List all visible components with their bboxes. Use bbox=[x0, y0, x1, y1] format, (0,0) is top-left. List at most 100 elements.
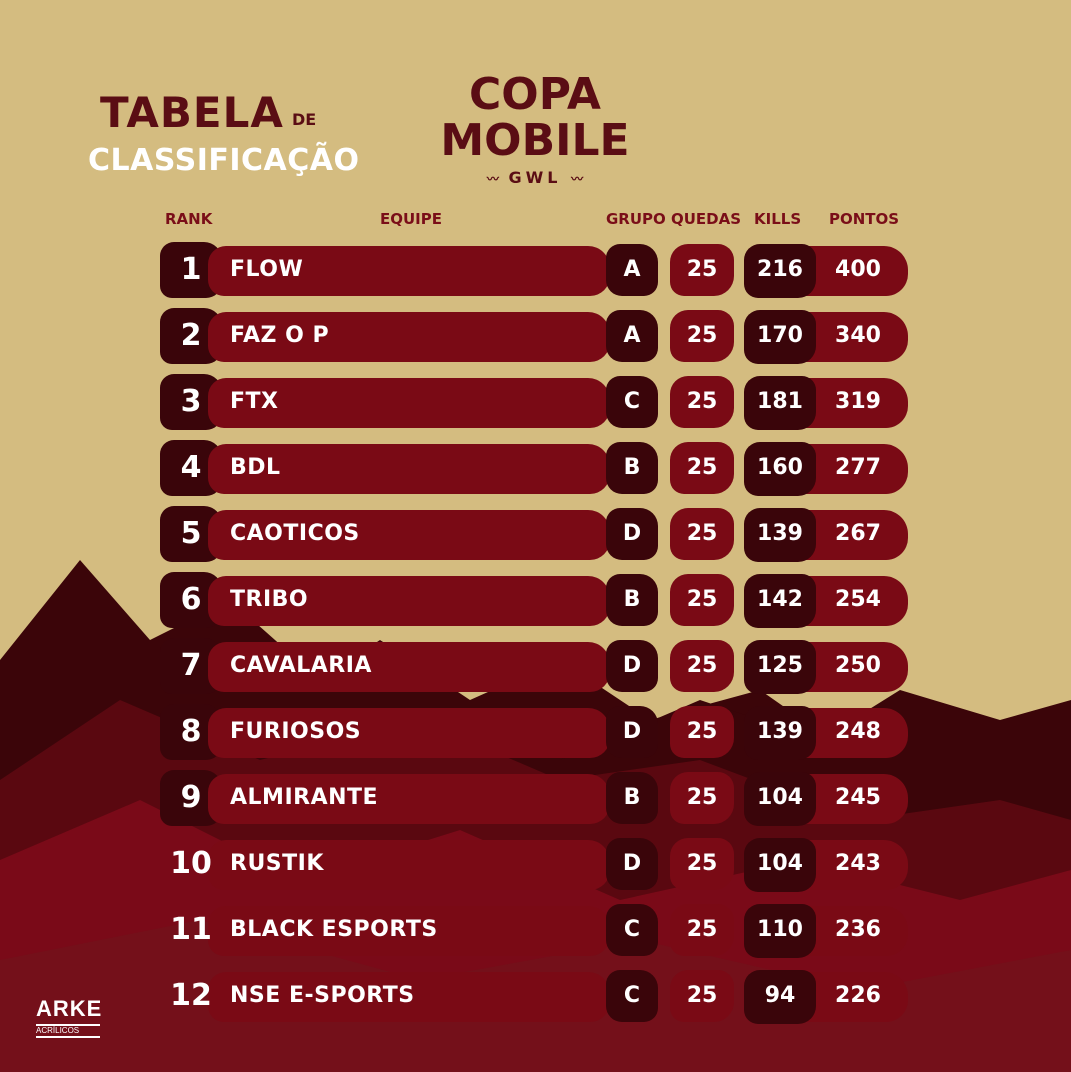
table-row: 8 FURIOSOS D 25 139 248 bbox=[0, 704, 1071, 760]
group-pill bbox=[606, 772, 658, 824]
group-cell: C bbox=[623, 917, 641, 942]
team-cell: CAVALARIA bbox=[230, 653, 372, 678]
kills-cell: 94 bbox=[764, 983, 796, 1008]
kills-pill bbox=[744, 838, 816, 892]
drops-pill bbox=[670, 838, 734, 890]
kills-pill bbox=[744, 904, 816, 958]
points-cell: 277 bbox=[835, 455, 881, 480]
points-cell: 267 bbox=[835, 521, 881, 546]
drops-cell: 25 bbox=[686, 653, 718, 678]
kills-cell: 142 bbox=[757, 587, 803, 612]
team-cell: FAZ O P bbox=[230, 323, 330, 348]
points-cell: 254 bbox=[835, 587, 881, 612]
kills-pill bbox=[744, 970, 816, 1024]
table-row: 11 BLACK ESPORTS C 25 110 236 bbox=[0, 902, 1071, 958]
drops-cell: 25 bbox=[686, 851, 718, 876]
rank-cell: 5 bbox=[180, 516, 202, 551]
logo-mobile: MOBILE bbox=[440, 115, 630, 166]
group-pill bbox=[606, 244, 658, 296]
rank-cell: 6 bbox=[180, 582, 202, 617]
drops-cell: 25 bbox=[686, 785, 718, 810]
table-row: 4 BDL B 25 160 277 bbox=[0, 440, 1071, 496]
group-cell: D bbox=[622, 653, 642, 678]
points-cell: 340 bbox=[835, 323, 881, 348]
team-pill bbox=[208, 378, 610, 428]
team-cell: TRIBO bbox=[230, 587, 309, 612]
team-pill bbox=[208, 906, 610, 956]
drops-pill bbox=[670, 376, 734, 428]
team-cell: FLOW bbox=[230, 257, 304, 282]
drops-cell: 25 bbox=[686, 389, 718, 414]
team-cell: BDL bbox=[230, 455, 281, 480]
group-pill bbox=[606, 376, 658, 428]
team-pill bbox=[208, 510, 610, 560]
kills-cell: 181 bbox=[757, 389, 803, 414]
points-cell: 245 bbox=[835, 785, 881, 810]
drops-cell: 25 bbox=[686, 983, 718, 1008]
rank-cell: 11 bbox=[170, 912, 212, 947]
group-cell: C bbox=[623, 983, 641, 1008]
header-drops: QUEDAS bbox=[671, 210, 742, 228]
kills-cell: 216 bbox=[757, 257, 803, 282]
points-cell: 248 bbox=[835, 719, 881, 744]
logo-gwl: 〰 GWL 〰 bbox=[440, 168, 630, 187]
group-cell: D bbox=[622, 851, 642, 876]
table-row: 6 TRIBO B 25 142 254 bbox=[0, 572, 1071, 628]
kills-pill bbox=[744, 244, 816, 298]
kills-cell: 125 bbox=[757, 653, 803, 678]
group-cell: D bbox=[622, 521, 642, 546]
drops-pill bbox=[670, 310, 734, 362]
kills-cell: 139 bbox=[757, 719, 803, 744]
rank-cell: 2 bbox=[180, 318, 202, 353]
rank-cell: 12 bbox=[170, 978, 212, 1013]
team-cell: RUSTIK bbox=[230, 851, 324, 876]
team-cell: BLACK ESPORTS bbox=[230, 917, 438, 942]
header-points: PONTOS bbox=[829, 210, 900, 228]
header-kills: KILLS bbox=[754, 210, 802, 228]
group-cell: B bbox=[623, 455, 641, 480]
wave-left-icon: 〰 bbox=[486, 172, 499, 186]
drops-cell: 25 bbox=[686, 521, 718, 546]
kills-cell: 104 bbox=[757, 785, 803, 810]
team-cell: NSE E-SPORTS bbox=[230, 983, 415, 1008]
drops-cell: 25 bbox=[686, 719, 718, 744]
group-pill bbox=[606, 706, 658, 758]
kills-pill bbox=[744, 310, 816, 364]
drops-pill bbox=[670, 574, 734, 626]
team-pill bbox=[208, 312, 610, 362]
group-pill bbox=[606, 508, 658, 560]
table-row: 5 CAOTICOS D 25 139 267 bbox=[0, 506, 1071, 562]
team-cell: CAOTICOS bbox=[230, 521, 360, 546]
drops-pill bbox=[670, 244, 734, 296]
drops-pill bbox=[670, 640, 734, 692]
drops-pill bbox=[670, 970, 734, 1022]
table-title: TABELA DE CLASSIFICAÇÃO bbox=[88, 88, 359, 188]
title-de: DE bbox=[292, 110, 317, 129]
points-cell: 250 bbox=[835, 653, 881, 678]
title-classificacao: CLASSIFICAÇÃO bbox=[88, 143, 360, 178]
points-cell: 243 bbox=[835, 851, 881, 876]
table-row: 9 ALMIRANTE B 25 104 245 bbox=[0, 770, 1071, 826]
rank-cell: 1 bbox=[180, 252, 202, 287]
drops-pill bbox=[670, 706, 734, 758]
drops-pill bbox=[670, 772, 734, 824]
table-row: 12 NSE E-SPORTS C 25 94 226 bbox=[0, 968, 1071, 1024]
arke-sub: ACRÍLICOS bbox=[36, 1024, 100, 1038]
team-pill bbox=[208, 774, 610, 824]
team-cell: FURIOSOS bbox=[230, 719, 362, 744]
drops-cell: 25 bbox=[686, 455, 718, 480]
group-cell: C bbox=[623, 389, 641, 414]
group-pill bbox=[606, 310, 658, 362]
team-pill bbox=[208, 444, 610, 494]
group-pill bbox=[606, 904, 658, 956]
kills-pill bbox=[744, 442, 816, 496]
team-pill bbox=[208, 246, 610, 296]
drops-cell: 25 bbox=[686, 323, 718, 348]
group-cell: B bbox=[623, 587, 641, 612]
drops-cell: 25 bbox=[686, 587, 718, 612]
arke-brand-logo: ARKE ACRÍLICOS bbox=[36, 996, 101, 1046]
rank-cell: 3 bbox=[180, 384, 202, 419]
team-pill bbox=[208, 840, 610, 890]
group-cell: A bbox=[623, 323, 641, 348]
group-cell: D bbox=[622, 719, 642, 744]
